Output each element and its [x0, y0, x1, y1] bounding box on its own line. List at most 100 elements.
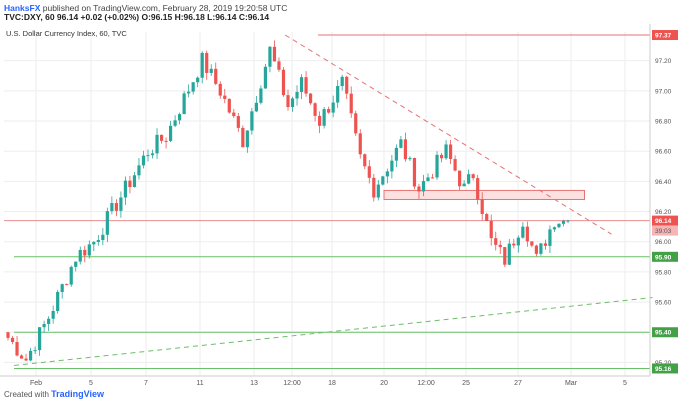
candle-body [19, 355, 24, 359]
candle-body [390, 160, 394, 172]
candle-body [218, 83, 222, 96]
candle-body [236, 116, 240, 128]
countdown-tag [652, 225, 678, 236]
candle-body [295, 91, 299, 99]
chart-header: HanksFX published on TradingView.com, Fe… [0, 0, 680, 24]
candle-body [340, 76, 344, 87]
resistance-97-37-label: 97.37 [655, 33, 672, 40]
price-tick-label: 97.20 [655, 58, 672, 65]
candle-body [412, 158, 417, 187]
candle-body [51, 311, 55, 319]
candle-body [331, 102, 335, 113]
candle-body [28, 350, 33, 361]
candle-body [399, 139, 403, 148]
candle-body [268, 46, 272, 67]
price-chart[interactable]: 95.20 95.40 95.60 95.80 96.00 96.20 96.40 96.60… [0, 24, 680, 387]
support-95-90-tag [652, 251, 678, 262]
candle-body [530, 241, 534, 246]
time-tick-label: Mar [565, 380, 578, 387]
support-95-40-tag [652, 327, 678, 338]
candle-body [137, 165, 141, 176]
descending-trendline [284, 34, 612, 235]
candle-body [304, 77, 308, 94]
candle-body [476, 178, 480, 200]
candle-body [286, 95, 290, 108]
price-tick-label: 95.60 [655, 300, 672, 307]
candle-body [10, 337, 15, 343]
candle-body [349, 93, 353, 114]
ticker-info: TVC:DXY, 60 96.14 +0.02 (+0.02%) O:96.15… [4, 12, 270, 22]
time-tick-label: 20 [380, 380, 388, 387]
created-with-text: Created with [4, 390, 49, 399]
candle-body [516, 237, 520, 246]
candle-body [114, 203, 118, 211]
candle-body [485, 214, 489, 221]
candle-body [458, 170, 462, 187]
zone-rect [383, 189, 585, 200]
candle-body [308, 93, 313, 104]
candle-body [200, 52, 204, 78]
time-tick-label: 5 [623, 380, 627, 387]
publish-info: HanksFX published on TradingView.com, Fe… [4, 3, 287, 13]
price-tick-label: 96.00 [655, 239, 672, 246]
candle-body [56, 291, 60, 312]
candle-series [6, 40, 570, 362]
resistance-zone [383, 189, 585, 200]
candle-body [164, 140, 168, 142]
support-95-16-tag [652, 363, 678, 374]
candle-body [155, 134, 159, 154]
tradingview-logo[interactable]: TradingView [51, 389, 105, 399]
candle-body [557, 223, 561, 228]
current-price-label: 96.14 [655, 218, 672, 225]
candle-body [24, 358, 28, 361]
candle-body [462, 183, 466, 187]
candle-body [141, 155, 146, 166]
time-tick-label: 18 [328, 380, 336, 387]
candle-body [299, 77, 304, 92]
candle-body [543, 243, 548, 246]
candle-body [566, 220, 570, 222]
support-95-90-label: 95.90 [655, 254, 672, 261]
candle-body [205, 52, 209, 73]
support-95-16-label: 95.16 [655, 366, 672, 373]
candle-body [209, 68, 213, 73]
candle-body [214, 68, 218, 84]
time-tick-label: 12:00 [283, 380, 301, 387]
candle-body [150, 153, 155, 156]
candle-body [417, 186, 421, 192]
candle-body [119, 197, 123, 211]
candle-body [132, 175, 137, 187]
candle-body [539, 243, 543, 254]
candle-body [313, 103, 317, 116]
candle-body [394, 147, 398, 161]
candle-body [421, 181, 426, 192]
time-tick-label: 13 [250, 380, 258, 387]
candle-body [385, 171, 389, 177]
candle-body [191, 82, 195, 92]
candle-body [290, 98, 295, 108]
candle-body [403, 139, 408, 160]
candle-body [123, 180, 128, 198]
support-95-40-label: 95.40 [655, 330, 672, 337]
author-link[interactable]: HanksFX [4, 3, 41, 13]
price-tick-label: 96.40 [655, 179, 672, 186]
candle-body [494, 238, 498, 245]
candle-body [74, 261, 78, 267]
candle-body [196, 77, 200, 83]
candle-body [60, 284, 64, 292]
chart-grid [4, 32, 650, 376]
candle-body [277, 61, 281, 70]
candle-body [426, 177, 430, 182]
candle-body [146, 155, 150, 157]
resistance-97-37-tag [652, 30, 678, 41]
candle-body [480, 199, 484, 215]
ascending-trendline [13, 297, 653, 366]
candle-body [178, 114, 182, 121]
candle-body [358, 133, 362, 155]
candle-body [259, 88, 263, 103]
candle-body [128, 180, 132, 187]
time-tick-label: 27 [514, 380, 522, 387]
time-tick-label: 11 [196, 380, 203, 387]
candle-body [250, 111, 254, 131]
candle-body [489, 220, 493, 239]
